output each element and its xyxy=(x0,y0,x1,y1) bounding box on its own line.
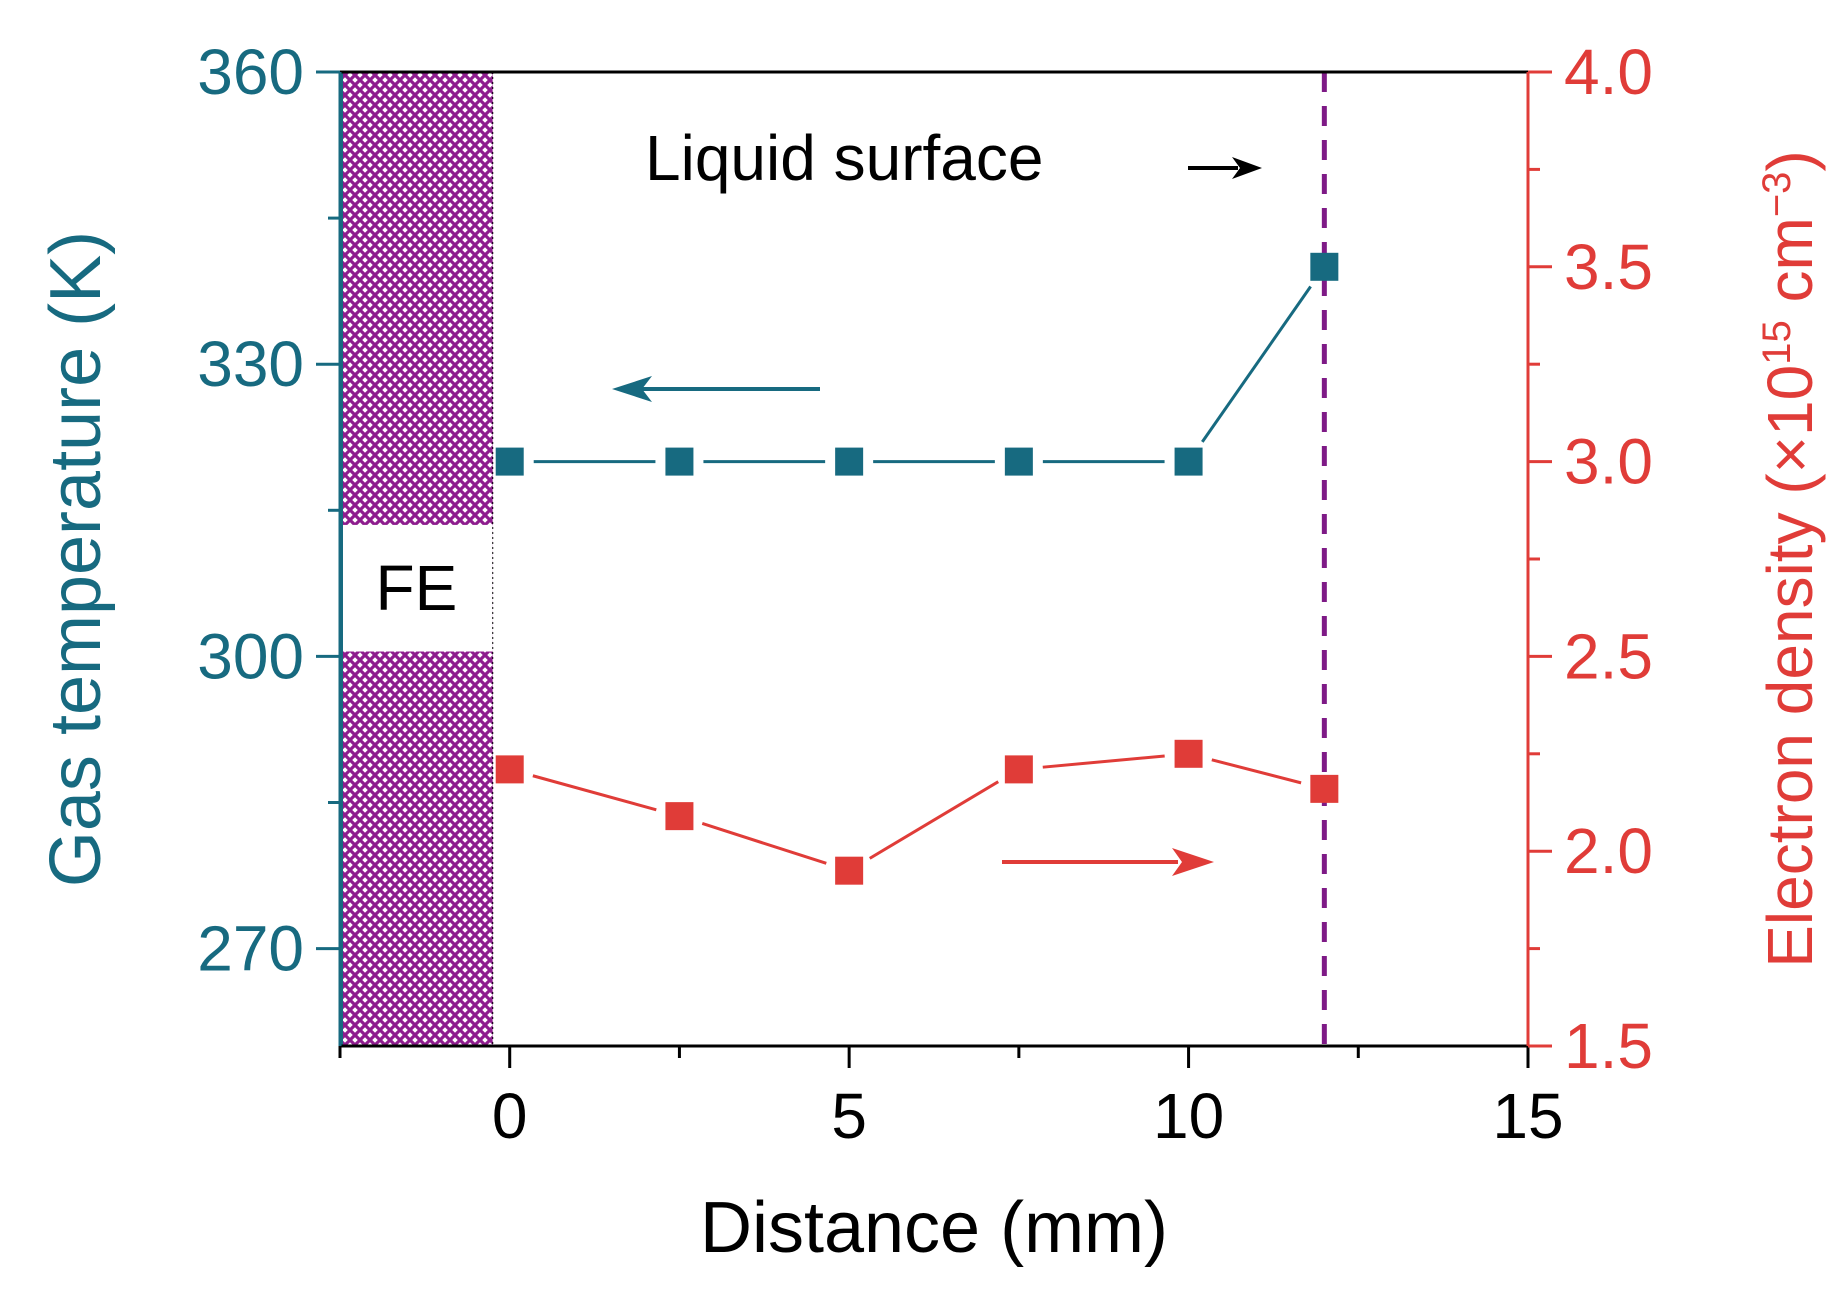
right-y-tick-label: 3.5 xyxy=(1564,231,1653,303)
right-y-tick-label: 3.0 xyxy=(1564,426,1653,498)
right-y-axis-title-base: Electron density (×10 xyxy=(1754,365,1826,968)
series-2-point xyxy=(1310,774,1339,803)
series-2-segment xyxy=(532,774,657,812)
series-1-point xyxy=(835,447,864,476)
series-1-point xyxy=(495,447,524,476)
series-2-point xyxy=(835,856,864,885)
x-axis-title: Distance (mm) xyxy=(700,1188,1168,1268)
right-y-tick-label: 1.5 xyxy=(1564,1010,1653,1082)
right-y-axis-title-end: ) xyxy=(1754,150,1826,171)
liquid-surface-arrow-head xyxy=(1232,157,1262,179)
x-tick-label: 5 xyxy=(831,1080,867,1152)
series-2-point xyxy=(495,755,524,784)
right-axis-arrow-head xyxy=(1172,848,1214,876)
right-y-tick-label: 2.5 xyxy=(1564,620,1653,692)
left-y-axis-title: Gas temperature (K) xyxy=(36,231,116,887)
left-y-tick-label: 270 xyxy=(197,913,304,985)
x-tick-label: 10 xyxy=(1153,1080,1224,1152)
right-y-axis-title: Electron density (×1015 cm−3) xyxy=(1754,150,1826,968)
series-2-segment xyxy=(868,780,1000,860)
x-tick-label: 15 xyxy=(1492,1080,1563,1152)
left-y-tick-label: 360 xyxy=(197,36,304,108)
fe-label: FE xyxy=(375,552,457,624)
fe-label-box xyxy=(342,524,493,652)
right-y-axis-title-unit: cm xyxy=(1754,217,1826,320)
series-2-point xyxy=(1174,739,1203,768)
series-2-segment xyxy=(701,822,827,865)
series-2-segment xyxy=(1211,758,1302,785)
series-1-point xyxy=(1174,447,1203,476)
right-y-tick-label: 2.0 xyxy=(1564,815,1653,887)
series-1-segment xyxy=(1201,285,1312,443)
left-y-tick-label: 330 xyxy=(197,328,304,400)
left-y-tick-label: 300 xyxy=(197,620,304,692)
liquid-surface-label: Liquid surface xyxy=(645,122,1043,194)
series-1-point xyxy=(1004,447,1033,476)
right-y-axis-title-exponent-1: 15 xyxy=(1755,320,1799,365)
series-2-segment xyxy=(1042,754,1165,769)
series-2-point xyxy=(1004,755,1033,784)
right-y-tick-label: 4.0 xyxy=(1564,36,1653,108)
left-axis-arrow-head xyxy=(612,376,652,402)
series-1-point xyxy=(1310,252,1339,281)
x-tick-label: 0 xyxy=(492,1080,528,1152)
series-1-point xyxy=(665,447,694,476)
series-2-point xyxy=(665,802,694,831)
right-y-axis-title-exponent-2: −3 xyxy=(1755,172,1799,218)
